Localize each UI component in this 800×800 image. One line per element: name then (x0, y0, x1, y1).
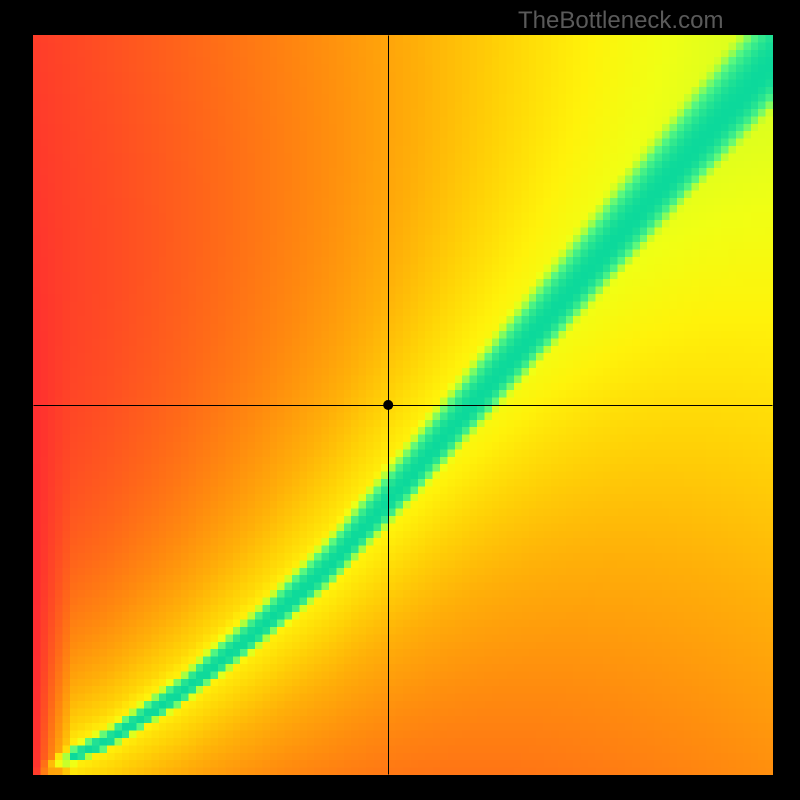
stage: TheBottleneck.com (0, 0, 800, 800)
attribution-label: TheBottleneck.com (518, 7, 723, 35)
crosshair-overlay (33, 35, 773, 775)
